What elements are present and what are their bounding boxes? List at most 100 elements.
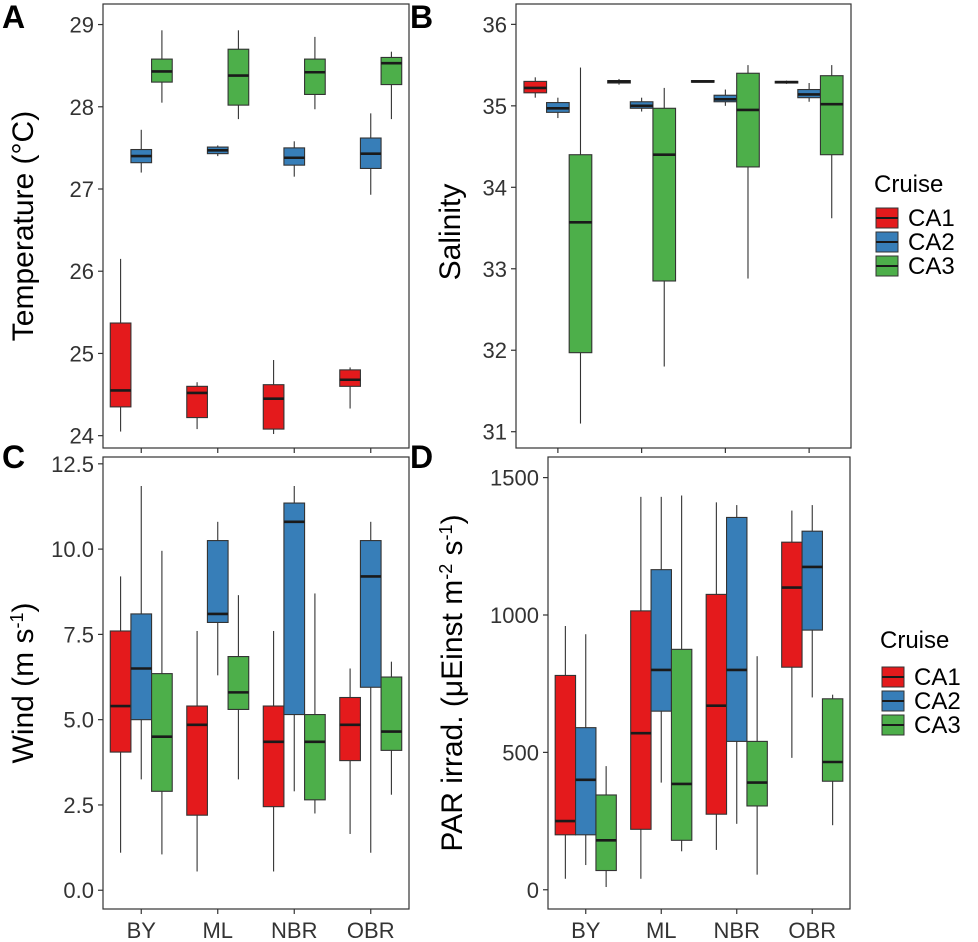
box-body [304,58,326,95]
box-body [736,72,760,168]
box-ca1-nbr [690,80,715,83]
box-body [227,656,250,710]
panel-d-xtick-label: ML [646,918,677,942]
box-body [652,107,677,282]
panel-d-plot: 0 500 1000 1500 BY ML NBR OBR [490,466,844,942]
box-ca2-by [575,634,597,866]
box-ca1-obr [339,367,361,409]
box-ca2-ml [206,521,229,676]
box-body [746,740,768,807]
legend-label-ca2: CA2 [914,688,961,715]
panel-a-letter: A [2,0,25,35]
box-ca1-obr [781,510,803,758]
box-ca1-ml [630,496,652,879]
legend-upper-title: Cruise [874,171,943,198]
box-ca1-by [109,258,132,432]
box-body [726,516,748,742]
legend-entry-ca2: CA2 [875,229,955,256]
legend-entry-ca2: CA2 [881,688,961,715]
box-body [186,385,208,419]
panel-d-ytick-label: 1500 [490,466,539,491]
box-body [359,540,382,688]
box-ca3-obr [380,51,403,120]
legend-entry-ca1: CA1 [875,205,955,232]
box-body [568,154,593,354]
box-ca2-ml [206,145,229,157]
box-ca1-by [523,77,548,98]
box-ca1-obr [774,80,799,84]
legend-label-ca1: CA1 [908,205,955,232]
panel-b-plot: 31 32 33 34 35 36 [483,12,844,453]
panel-a-plot: 24 25 26 27 28 29 [70,13,403,453]
panel-b-ytick-label: 32 [483,338,507,363]
panel-d-xtick-label: BY [571,918,601,942]
box-ca2-obr [359,113,382,195]
panel-b-ytick-label: 36 [483,12,507,37]
box-body [227,48,250,106]
panel-d-ylabel: PAR irrad. (μEinst m-2 s-1) [436,514,469,851]
panel-a-ytick-label: 28 [70,95,94,120]
box-ca2-by [130,129,153,173]
panel-c-plot: 0.0 2.5 5.0 7.5 10.0 12.5 BY ML NBR OBR [51,452,403,942]
legend-entry-ca3: CA3 [875,253,955,280]
box-ca2-nbr [283,141,306,177]
box-ca3-nbr [736,65,760,279]
box-body [650,569,672,712]
box-ca2-obr [801,505,823,698]
legend-label-ca3: CA3 [914,712,961,739]
box-ca1-ml [186,630,208,872]
box-body [595,794,617,872]
panel-c-xtick-label: ML [202,918,233,942]
box-body [380,56,403,86]
box-ca3-obr [380,661,403,795]
box-ca3-by [151,550,173,855]
box-ca3-nbr [746,656,768,875]
box-body [575,727,597,836]
panel-c-ytick-label: 10.0 [51,537,94,562]
box-body [339,696,361,762]
legend-lower-title: Cruise [880,627,949,654]
box-ca3-ml [227,30,250,120]
panel-b-frame [515,3,852,449]
box-body [262,384,285,430]
box-body [630,610,652,830]
panel-c-letter: C [2,439,25,475]
box-ca2-nbr [713,89,738,106]
panel-c-xtick-label: OBR [347,918,395,942]
panel-c-ytick-label: 12.5 [51,452,94,477]
panel-c: C Wind (m s-1) 0.0 2.5 5.0 7.5 10.0 12.5 BY ML N… [2,439,410,942]
box-ca1-ml [186,382,208,430]
panel-d-ytick-label: 0 [527,878,539,903]
panel-a-ytick-label: 24 [70,424,94,449]
box-body [262,705,285,808]
box-body [186,705,208,816]
box-body [339,369,361,387]
box-body [670,648,693,841]
panel-c-ytick-label: 2.5 [63,793,94,818]
box-ca3-ml [670,495,693,852]
box-body [801,530,823,631]
panel-a-ytick-label: 25 [70,341,94,366]
panel-c-xtick-label: BY [127,918,157,942]
box-body [821,698,844,782]
panel-a: A Temperature (°C) 24 25 26 27 28 29 [2,0,410,453]
panel-b: B Salinity 31 32 33 34 35 36 [410,0,852,453]
box-ca2-by [546,97,570,119]
box-ca1-ml [607,78,631,85]
box-ca3-obr [821,694,844,826]
panel-a-ylabel: Temperature (°C) [7,111,40,341]
box-body [151,673,173,792]
legend-label-ca3: CA3 [908,253,955,280]
panel-d-ytick-label: 1000 [490,603,539,628]
box-ca2-nbr [726,505,748,824]
legend-entry-ca1: CA1 [881,664,961,691]
box-ca1-nbr [262,360,285,435]
box-body [781,541,803,668]
box-ca1-nbr [262,630,285,872]
panel-b-letter: B [410,0,433,35]
box-ca1-obr [339,668,361,834]
box-body [304,714,326,801]
